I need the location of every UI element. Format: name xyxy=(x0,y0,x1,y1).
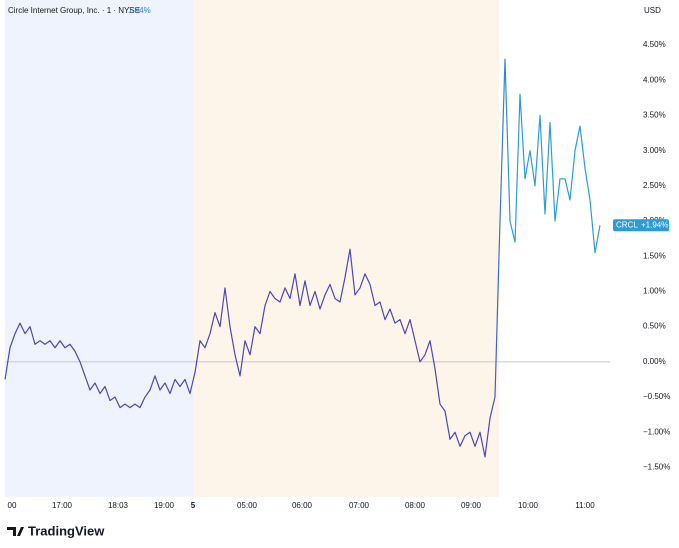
y-tick-label: −1.50% xyxy=(643,463,670,472)
x-tick-label: 05:00 xyxy=(237,501,258,510)
x-tick-label: 08:00 xyxy=(405,501,426,510)
y-tick-label: −1.00% xyxy=(643,427,670,436)
x-tick-label: 11:00 xyxy=(575,501,595,510)
price-line xyxy=(4,58,601,458)
session-bg xyxy=(5,0,193,497)
y-tick-label: 2.50% xyxy=(643,181,666,190)
x-tick-label: 19:00 xyxy=(154,501,175,510)
x-tick-label: 17:00 xyxy=(52,501,73,510)
y-tick-label: 0.00% xyxy=(643,357,666,366)
y-tick-label: −0.50% xyxy=(643,392,670,401)
y-tick-label: 0.50% xyxy=(643,322,666,331)
y-tick-label: 1.50% xyxy=(643,251,666,260)
y-tick-label: 4.50% xyxy=(643,40,666,49)
x-tick-label: 06:00 xyxy=(292,501,313,510)
x-tick-label: 07:00 xyxy=(349,501,370,510)
currency: USD xyxy=(644,6,661,15)
x-tick-label: 00 xyxy=(8,501,17,510)
x-tick-label: 10:00 xyxy=(518,501,539,510)
x-tick-label: 5 xyxy=(191,501,196,510)
logo: TradingView xyxy=(7,523,105,538)
price-tag xyxy=(613,219,669,232)
brand: TradingView xyxy=(28,523,105,538)
y-tick-label: 4.00% xyxy=(643,75,666,84)
y-tick-label: 3.00% xyxy=(643,146,666,155)
x-tick-label: 09:00 xyxy=(461,501,482,510)
x-tick-label: 18:03 xyxy=(108,501,129,510)
price-tag-name: CRCL xyxy=(616,220,638,229)
y-tick-label: 3.50% xyxy=(643,111,666,120)
y-tick-label: 1.00% xyxy=(643,287,666,296)
chart-title: Circle Internet Group, Inc. · 1 · NYSE xyxy=(8,6,140,15)
session-bg xyxy=(193,0,499,497)
change-label: 1.94% xyxy=(128,6,151,15)
price-tag-value: +1.94% xyxy=(641,220,668,229)
